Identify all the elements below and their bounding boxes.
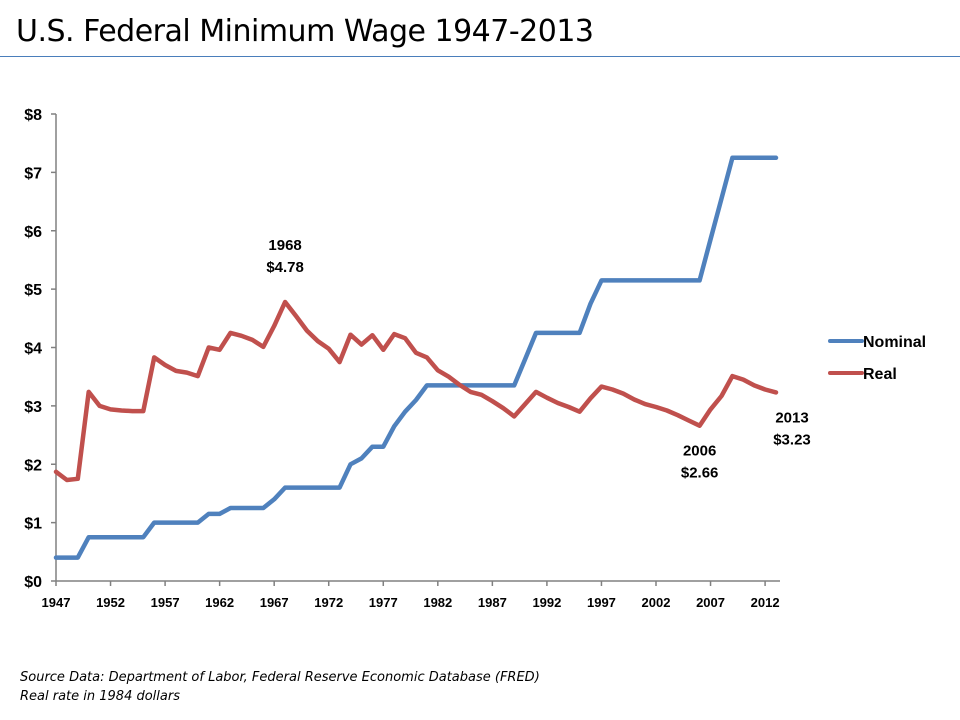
annotation-2013: 2013 $3.23: [773, 409, 811, 448]
legend-item-nominal: Nominal: [828, 334, 926, 351]
y-tick-label: $7: [24, 165, 42, 182]
legend-item-real: Real: [828, 366, 897, 383]
annotation-value: $3.23: [773, 431, 811, 448]
annotation-value: $4.78: [266, 259, 304, 276]
x-tick-label: 1982: [423, 595, 452, 610]
legend-label-nominal: Nominal: [863, 334, 926, 351]
y-tick-label: $2: [24, 457, 42, 474]
y-tick-label: $3: [24, 399, 42, 416]
x-tick-label: 1987: [478, 595, 507, 610]
legend: Nominal Real: [828, 334, 926, 383]
series-line-real: [53, 299, 779, 483]
y-tick-label: $6: [24, 224, 42, 241]
x-tick-label: 1992: [532, 595, 561, 610]
slide-title: U.S. Federal Minimum Wage 1947-2013: [16, 14, 594, 49]
series-line-nominal: [53, 155, 779, 560]
y-axis: $0 $1 $2 $3 $4 $5 $6 $7 $8: [24, 107, 57, 591]
x-tick-label: 1947: [42, 595, 71, 610]
annotation-2006: 2006 $2.66: [681, 443, 719, 482]
title-divider: [0, 56, 960, 57]
x-tick-label: 2002: [642, 595, 671, 610]
x-tick-label: 2007: [696, 595, 725, 610]
x-tick-label: 1997: [587, 595, 616, 610]
x-tick-label: 2012: [751, 595, 780, 610]
y-tick-label: $0: [24, 574, 42, 591]
annotation-year: 1968: [268, 237, 301, 254]
x-tick-label: 1962: [205, 595, 234, 610]
y-tick-label: $8: [24, 107, 42, 124]
y-tick-label: $1: [24, 516, 42, 533]
y-tick-label: $5: [24, 282, 42, 299]
legend-label-real: Real: [863, 366, 897, 383]
x-tick-label: 1972: [314, 595, 343, 610]
x-axis: 1947 1952 1957 1962 1967 1972 1977 1982 1987 1992…: [42, 580, 780, 610]
footnote-source: Source Data: Department of Labor, Federa…: [20, 670, 540, 685]
annotation-year: 2013: [775, 409, 808, 426]
x-tick-label: 1967: [260, 595, 289, 610]
y-tick-label: $4: [24, 341, 42, 358]
series-layer: [53, 155, 779, 560]
annotation-year: 2006: [683, 443, 716, 460]
x-tick-label: 1952: [96, 595, 125, 610]
x-tick-label: 1957: [151, 595, 180, 610]
annotation-value: $2.66: [681, 465, 719, 482]
x-tick-label: 1977: [369, 595, 398, 610]
footnote-real-rate: Real rate in 1984 dollars: [20, 689, 180, 704]
annotation-1968: 1968 $4.78: [266, 237, 304, 276]
annotation-layer: 1968 $4.78 2006 $2.66 2013 $3.23: [266, 237, 810, 482]
